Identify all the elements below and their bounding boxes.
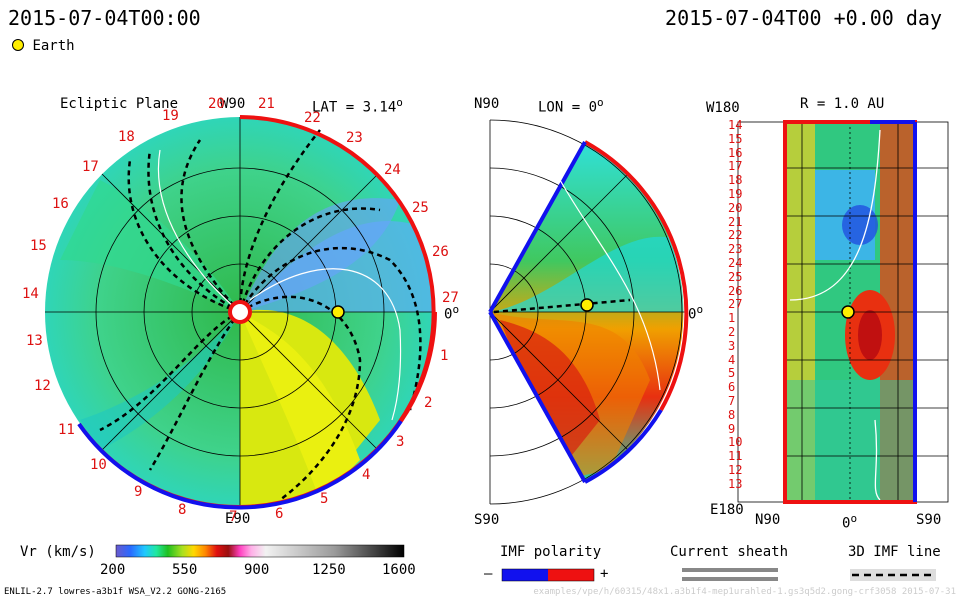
carrington-label: 4 xyxy=(362,467,371,483)
time-left: 2015-07-04T00:00 xyxy=(8,6,201,30)
radial-y-label: 23 xyxy=(728,242,743,257)
meridional-top-label: N90 xyxy=(474,96,500,112)
radial-x-right: S90 xyxy=(916,512,942,528)
radial-y-label: 14 xyxy=(728,118,743,132)
radial-x-left: N90 xyxy=(755,512,781,528)
carrington-label: 27 xyxy=(442,290,459,306)
radial-y-label: 11 xyxy=(728,449,743,464)
carrington-label: 23 xyxy=(346,130,363,146)
colorbar-tick: 1250 xyxy=(312,562,346,578)
radial-y-label: 22 xyxy=(728,228,743,243)
radial-y-label: 1 xyxy=(728,311,736,326)
radial-y-label: 5 xyxy=(728,366,736,381)
colorbar-tick: 550 xyxy=(172,562,198,578)
radial-y-label: 12 xyxy=(728,463,743,477)
radial-y-label: 9 xyxy=(728,421,736,436)
carrington-label: 21 xyxy=(258,96,275,112)
meridional-bottom-label: S90 xyxy=(474,512,500,528)
carrington-label: 7 xyxy=(229,509,238,525)
radial-y-label: 10 xyxy=(728,435,743,450)
carrington-label: 1 xyxy=(440,348,449,364)
ecliptic-title: Ecliptic Plane xyxy=(60,96,179,112)
vr-colorbar xyxy=(115,544,405,558)
radial-y-label: 19 xyxy=(728,187,743,201)
carrington-label: 16 xyxy=(52,196,69,212)
colorbar-tick: 900 xyxy=(244,562,270,578)
radial-y-label: 15 xyxy=(728,131,743,146)
meridional-right-label: 0o xyxy=(688,303,704,323)
carrington-label: 17 xyxy=(82,159,99,175)
current-sheath-icon xyxy=(682,568,778,581)
footer-right: examples/vpe/h/60315/48x1.a3b1f4-mep1ura… xyxy=(533,587,956,597)
radial-bottom-left-label: E180 xyxy=(710,502,744,518)
radial-y-label: 21 xyxy=(728,214,743,229)
footer-left: ENLIL-2.7 lowres-a3b1f WSA_V2.2 GONG-216… xyxy=(4,587,227,597)
radial-y-label: 25 xyxy=(728,269,743,284)
radial-y-label: 6 xyxy=(728,380,736,395)
current-sheath-label: Current sheath xyxy=(670,544,789,560)
imf-line-icon xyxy=(850,569,936,581)
radial-y-label: 17 xyxy=(728,159,743,174)
carrington-label: 9 xyxy=(134,484,143,500)
earth-marker-icon xyxy=(12,39,24,51)
imf-line-label: 3D IMF line xyxy=(848,544,941,560)
ecliptic-bottom-label: E90 xyxy=(225,511,251,527)
earth-ecliptic-icon xyxy=(331,305,345,319)
radial-y-label: 20 xyxy=(728,200,743,215)
radial-y-label: 2 xyxy=(728,325,736,339)
carrington-label: 26 xyxy=(432,244,449,260)
imf-plus: + xyxy=(600,566,609,582)
ecliptic-plane-map xyxy=(45,115,437,510)
earth-meridional-icon xyxy=(580,298,594,312)
imf-minus: – xyxy=(484,566,493,582)
radial-y-label: 24 xyxy=(728,256,743,270)
carrington-label: 10 xyxy=(90,457,107,473)
carrington-label: 2 xyxy=(424,395,433,411)
colorbar-tick: 1600 xyxy=(382,562,416,578)
meridional-plane-map xyxy=(488,119,689,505)
radial-y-label: 18 xyxy=(728,173,743,188)
colorbar-label: Vr (km/s) xyxy=(20,544,96,560)
radial-y-label: 7 xyxy=(728,394,736,408)
ecliptic-right-label: 0o xyxy=(444,303,460,323)
meridional-lon: LON = 0o xyxy=(538,96,604,116)
ecliptic-top-label: W90 xyxy=(220,96,246,112)
radial-y-label: 13 xyxy=(728,476,743,491)
carrington-label: 22 xyxy=(304,110,321,126)
carrington-label: 11 xyxy=(58,422,75,438)
colorbar-tick: 200 xyxy=(100,562,126,578)
carrington-label: 13 xyxy=(26,333,43,349)
carrington-label: 20 xyxy=(208,96,225,112)
radial-y-label: 4 xyxy=(728,352,736,367)
imf-negative-swatch xyxy=(502,569,548,581)
imf-polarity-label: IMF polarity xyxy=(500,544,602,560)
radial-y-label: 8 xyxy=(728,407,736,422)
radial-map xyxy=(737,120,949,504)
radial-x-mid: 0o xyxy=(842,512,858,532)
carrington-label: 12 xyxy=(34,378,51,394)
time-right: 2015-07-04T00 +0.00 day xyxy=(665,6,942,30)
imf-positive-swatch xyxy=(548,569,594,581)
radial-y-label: 27 xyxy=(728,297,743,312)
radial-r-label: R = 1.0 AU xyxy=(800,96,885,112)
carrington-label: 15 xyxy=(30,238,47,254)
carrington-label: 25 xyxy=(412,200,429,216)
carrington-label: 14 xyxy=(22,286,39,302)
radial-top-left-label: W180 xyxy=(706,100,740,116)
carrington-label: 8 xyxy=(178,502,187,518)
earth-radial-icon xyxy=(841,305,855,319)
radial-y-label: 3 xyxy=(728,338,736,353)
carrington-label: 3 xyxy=(396,434,405,450)
carrington-label: 5 xyxy=(320,491,329,507)
carrington-label: 24 xyxy=(384,162,401,178)
earth-legend-label: Earth xyxy=(32,38,75,54)
earth-legend: Earth xyxy=(12,38,75,54)
carrington-label: 19 xyxy=(162,108,179,124)
radial-y-label: 26 xyxy=(728,283,743,298)
carrington-label: 6 xyxy=(275,506,284,522)
ecliptic-lat: LAT = 3.14o xyxy=(312,96,403,116)
carrington-label: 18 xyxy=(118,129,135,145)
radial-y-label: 16 xyxy=(728,145,743,160)
